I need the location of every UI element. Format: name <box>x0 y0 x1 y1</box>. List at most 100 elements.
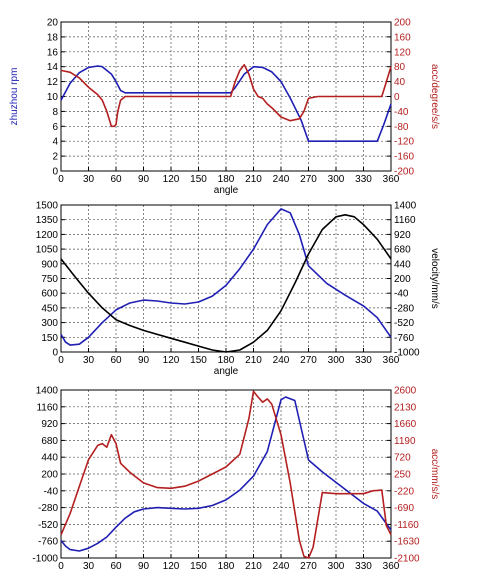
y-tick-label: 200 <box>41 470 58 481</box>
y-right-tick-label: 2600 <box>394 386 417 397</box>
x-tick-label: 210 <box>245 174 262 185</box>
x-tick-label: 60 <box>110 561 122 572</box>
y-right-tick-label: -690 <box>394 503 414 514</box>
x-tick-label: 210 <box>245 561 262 572</box>
y-right-tick-label: -760 <box>394 333 414 344</box>
y-tick-label: -760 <box>38 537 58 548</box>
y-right-tick-label: -220 <box>394 486 414 497</box>
y-right-tick-label: 680 <box>394 245 411 256</box>
y-right-tick-label: -280 <box>394 303 414 314</box>
y-right-tick-label: 80 <box>394 62 406 73</box>
plot-frame <box>60 21 392 172</box>
y-right-tick-label: 160 <box>394 32 411 43</box>
y-right-tick-label: 440 <box>394 259 411 270</box>
y-right-tick-label: 1190 <box>394 436 416 447</box>
x-tick-label: 90 <box>138 174 150 185</box>
y-tick-label: 1400 <box>36 386 59 397</box>
y-tick-label: 6 <box>52 122 58 133</box>
series-line-blue <box>60 396 392 552</box>
y-right-tick-label: -1000 <box>394 348 420 359</box>
y-tick-label: -40 <box>44 486 59 497</box>
y-tick-label: 10 <box>47 92 59 103</box>
y-right-tick-label: 1160 <box>394 215 416 226</box>
y-right-axis-label: velocity/mm/s <box>429 248 440 309</box>
x-tick-label: 120 <box>163 174 180 185</box>
x-tick-label: 270 <box>300 561 317 572</box>
x-tick-label: 120 <box>163 355 180 366</box>
x-tick-label: 150 <box>190 174 207 185</box>
x-tick-label: 270 <box>300 355 317 366</box>
y-tick-label: 1350 <box>36 215 59 226</box>
x-tick-label: 60 <box>110 355 122 366</box>
x-tick-label: 330 <box>355 561 372 572</box>
x-tick-label: 150 <box>190 355 207 366</box>
y-tick-label: 1200 <box>36 230 59 241</box>
series-line-blue <box>60 208 392 346</box>
x-axis-label: angle <box>214 366 239 377</box>
series-line-red <box>60 64 392 128</box>
chart-panel-2: 0 30 60 90 120 150 180 210 240 270 300 330 360015030… <box>36 201 440 378</box>
x-tick-label: 150 <box>190 561 207 572</box>
x-tick-label: 0 <box>58 355 64 366</box>
y-tick-label: 1050 <box>36 245 59 256</box>
x-tick-label: 60 <box>110 174 122 185</box>
x-tick-label: 30 <box>83 355 95 366</box>
y-right-tick-label: -40 <box>394 107 409 118</box>
y-tick-label: 16 <box>47 47 59 58</box>
y-right-tick-label: 120 <box>394 47 411 58</box>
y-tick-label: 0 <box>52 167 58 178</box>
y-tick-label: 150 <box>41 333 58 344</box>
y-tick-label: 8 <box>52 107 58 118</box>
x-tick-label: 300 <box>328 561 345 572</box>
x-tick-label: 30 <box>83 174 95 185</box>
x-tick-label: 240 <box>273 355 290 366</box>
y-right-tick-label: -120 <box>394 137 414 148</box>
x-tick-label: 90 <box>138 561 150 572</box>
plot-frame <box>60 389 392 559</box>
y-right-tick-label: -160 <box>394 152 414 163</box>
y-right-tick-label: 40 <box>394 77 406 88</box>
x-tick-label: 180 <box>218 355 235 366</box>
x-tick-label: 210 <box>245 355 262 366</box>
y-tick-label: 440 <box>41 453 58 464</box>
y-tick-label: 750 <box>41 274 58 285</box>
x-tick-label: 240 <box>273 174 290 185</box>
x-tick-label: 180 <box>218 174 235 185</box>
y-right-tick-label: 250 <box>394 470 411 481</box>
y-tick-label: 2 <box>52 152 58 163</box>
y-right-tick-label: -40 <box>394 289 409 300</box>
series-line-red <box>60 390 392 559</box>
x-tick-label: 300 <box>328 355 345 366</box>
y-right-tick-label: 720 <box>394 453 411 464</box>
y-tick-label: 14 <box>47 62 59 73</box>
y-right-tick-label: 1660 <box>394 419 417 430</box>
x-axis-label: angle <box>214 185 239 196</box>
series-line-black <box>60 214 392 353</box>
y-right-tick-label: 2130 <box>394 402 417 413</box>
series-line-blue <box>60 65 392 142</box>
y-tick-label: 600 <box>41 289 58 300</box>
y-tick-label: -1000 <box>32 554 58 565</box>
y-axis-label: zhuzhou rpm <box>9 68 20 126</box>
y-tick-label: 1500 <box>36 201 59 212</box>
y-tick-label: 20 <box>47 18 59 29</box>
y-right-tick-label: -2100 <box>394 554 420 565</box>
y-tick-label: 450 <box>41 303 58 314</box>
y-tick-label: -520 <box>38 520 58 531</box>
y-right-tick-label: 200 <box>394 274 411 285</box>
x-tick-label: 360 <box>383 355 400 366</box>
y-right-axis-label: acc/mm/s/s <box>429 449 440 500</box>
y-tick-label: 0 <box>52 348 58 359</box>
y-tick-label: -280 <box>38 503 58 514</box>
y-right-tick-label: -1160 <box>394 520 419 531</box>
y-right-tick-label: -80 <box>394 122 409 133</box>
y-tick-label: 900 <box>41 259 58 270</box>
y-tick-label: 680 <box>41 436 58 447</box>
y-tick-label: 920 <box>41 419 58 430</box>
y-right-axis-label: acc/degree/s/s <box>429 64 440 129</box>
x-tick-label: 360 <box>383 561 400 572</box>
y-tick-label: 300 <box>41 318 58 329</box>
y-right-tick-label: -520 <box>394 318 414 329</box>
x-tick-label: 90 <box>138 355 150 366</box>
